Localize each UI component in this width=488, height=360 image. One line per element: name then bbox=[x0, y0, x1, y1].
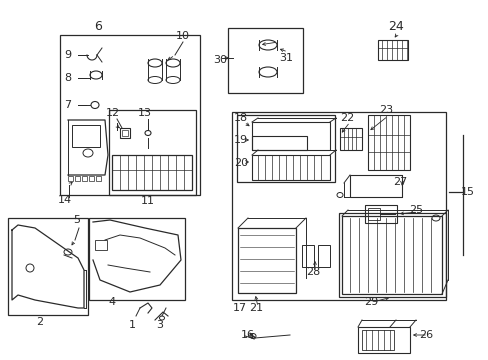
Text: 9: 9 bbox=[64, 50, 71, 60]
Bar bbox=[120, 128, 130, 138]
Bar bbox=[341, 216, 441, 294]
Bar bbox=[227, 28, 303, 93]
Text: 31: 31 bbox=[279, 53, 292, 63]
Bar bbox=[251, 155, 329, 180]
Text: 28: 28 bbox=[305, 267, 320, 277]
Bar bbox=[8, 218, 88, 315]
Bar bbox=[95, 240, 107, 250]
Bar bbox=[60, 35, 200, 195]
Text: 29: 29 bbox=[363, 297, 377, 307]
Bar bbox=[75, 176, 80, 181]
Text: 25: 25 bbox=[408, 205, 422, 215]
Text: 4: 4 bbox=[108, 297, 115, 307]
Text: 10: 10 bbox=[176, 31, 190, 41]
Bar bbox=[302, 245, 313, 267]
Bar bbox=[89, 218, 184, 300]
Text: 21: 21 bbox=[248, 303, 263, 313]
Text: 19: 19 bbox=[233, 135, 247, 145]
Bar bbox=[364, 205, 396, 223]
Bar bbox=[112, 155, 192, 190]
Bar bbox=[238, 228, 295, 293]
Text: 17: 17 bbox=[232, 303, 246, 313]
Bar bbox=[109, 110, 196, 195]
Text: 26: 26 bbox=[418, 330, 432, 340]
Bar bbox=[338, 213, 445, 297]
Bar bbox=[349, 175, 401, 197]
Bar bbox=[361, 330, 393, 350]
Text: 18: 18 bbox=[233, 113, 247, 123]
Text: 14: 14 bbox=[58, 195, 72, 205]
Bar bbox=[89, 176, 94, 181]
Text: 30: 30 bbox=[213, 55, 226, 65]
Bar bbox=[377, 40, 407, 60]
Bar bbox=[367, 208, 379, 220]
Text: 24: 24 bbox=[387, 19, 403, 32]
Bar bbox=[68, 176, 73, 181]
Bar bbox=[357, 327, 409, 353]
Bar bbox=[82, 176, 87, 181]
Text: 22: 22 bbox=[339, 113, 353, 123]
Bar bbox=[72, 125, 100, 147]
Text: 2: 2 bbox=[37, 317, 43, 327]
Text: 16: 16 bbox=[241, 330, 254, 340]
Text: 11: 11 bbox=[141, 196, 155, 206]
Text: 12: 12 bbox=[106, 108, 120, 118]
Bar bbox=[251, 136, 306, 150]
Bar bbox=[317, 245, 329, 267]
Text: 6: 6 bbox=[94, 19, 102, 32]
Text: 1: 1 bbox=[128, 320, 135, 330]
Bar bbox=[231, 112, 445, 300]
Text: 23: 23 bbox=[378, 105, 392, 115]
Bar bbox=[96, 176, 101, 181]
Text: 3: 3 bbox=[156, 320, 163, 330]
Text: 7: 7 bbox=[64, 100, 71, 110]
Text: 13: 13 bbox=[138, 108, 152, 118]
Text: 15: 15 bbox=[460, 187, 474, 197]
Text: 27: 27 bbox=[392, 177, 407, 187]
Bar bbox=[367, 115, 409, 170]
Bar bbox=[237, 115, 334, 182]
Text: 20: 20 bbox=[233, 158, 247, 168]
Text: 8: 8 bbox=[64, 73, 71, 83]
Bar bbox=[339, 128, 361, 150]
Bar bbox=[251, 122, 329, 150]
Text: 5: 5 bbox=[73, 215, 81, 225]
Bar bbox=[122, 130, 128, 136]
